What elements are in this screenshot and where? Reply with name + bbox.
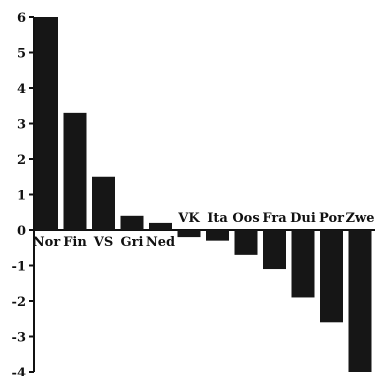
bar-ned [149, 222, 172, 230]
bar-vk [177, 230, 201, 238]
bar-zwe [348, 230, 372, 372]
category-label: Fin [63, 235, 87, 250]
bar-fra [263, 230, 286, 270]
category-label: Dui [290, 211, 316, 226]
category-label: VS [93, 235, 113, 250]
y-tick-label: -1 [12, 260, 26, 275]
category-label: Por [319, 211, 344, 226]
bar-gri [120, 215, 144, 230]
category-label: VK [177, 211, 200, 226]
bar-nor [35, 17, 58, 230]
bars [35, 17, 372, 372]
bar-fin [63, 112, 87, 230]
y-axis: -4 -3 -2 -1 0 1 2 3 4 5 6 [12, 11, 375, 376]
y-tick-label: -2 [12, 295, 26, 310]
y-tick-label: -4 [12, 366, 26, 376]
y-tick-label: 3 [17, 118, 26, 133]
category-label: Ned [146, 235, 175, 250]
category-label: Fra [262, 211, 287, 226]
bar-oos [234, 230, 258, 255]
bar-dui [291, 230, 315, 298]
category-label: Oos [232, 211, 259, 226]
y-tick-label: 1 [17, 189, 26, 204]
y-tick-label: 6 [17, 11, 26, 26]
bar-ita [206, 230, 229, 241]
category-label: Nor [33, 235, 61, 250]
y-tick-label: 5 [17, 47, 26, 62]
category-label: Gri [121, 235, 144, 250]
y-tick-label: -3 [12, 331, 26, 346]
bar-por [320, 230, 343, 323]
category-label: Zwe [346, 211, 375, 226]
y-tick-label: 0 [17, 224, 26, 239]
y-tick-label: 2 [17, 153, 26, 168]
bar-vs [92, 176, 115, 230]
category-label: Ita [207, 211, 228, 226]
y-tick-label: 4 [17, 82, 26, 97]
